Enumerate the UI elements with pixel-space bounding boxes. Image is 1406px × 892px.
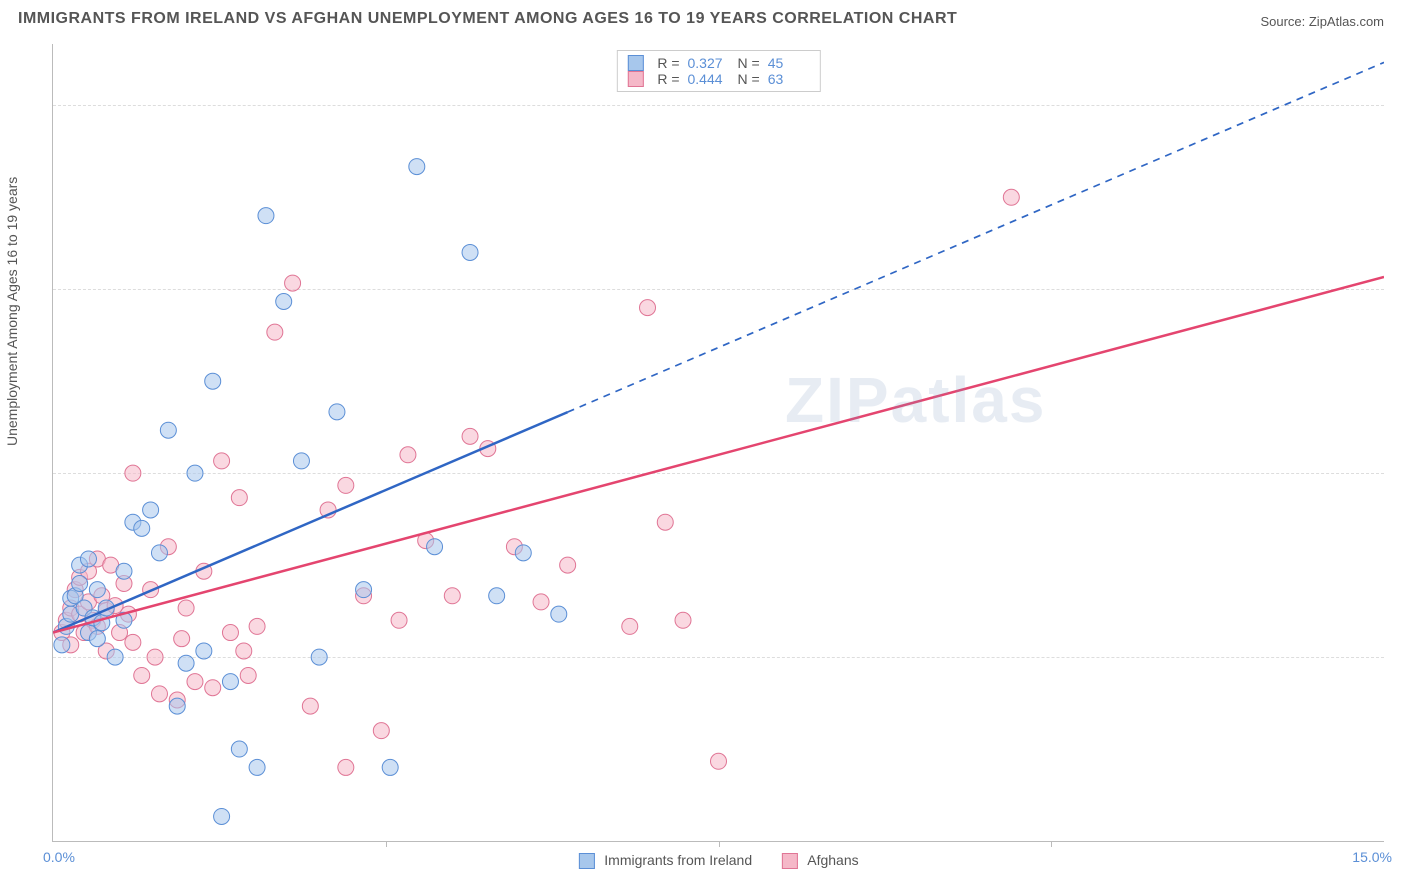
data-point	[151, 686, 167, 702]
chart-plot-area: ZIPatlas 15.0%30.0%45.0%60.0% 0.0% 15.0%…	[52, 44, 1384, 842]
data-point	[258, 208, 274, 224]
data-point	[329, 404, 345, 420]
r-label: R =	[657, 71, 679, 87]
n-value-afghans: 63	[768, 71, 810, 87]
data-point	[80, 551, 96, 567]
data-point	[134, 520, 150, 536]
regression-line-dashed	[568, 62, 1384, 412]
data-point	[134, 667, 150, 683]
data-point	[657, 514, 673, 530]
n-value-ireland: 45	[768, 55, 810, 71]
data-point	[338, 477, 354, 493]
data-point	[205, 373, 221, 389]
stats-legend: R = 0.327 N = 45 R = 0.444 N = 63	[616, 50, 820, 92]
data-point	[267, 324, 283, 340]
x-axis-end-label: 15.0%	[1352, 849, 1392, 865]
y-axis-label: Unemployment Among Ages 16 to 19 years	[4, 177, 20, 446]
data-point	[143, 502, 159, 518]
data-point	[356, 582, 372, 598]
data-point	[409, 159, 425, 175]
data-point	[174, 631, 190, 647]
n-label: N =	[738, 71, 760, 87]
r-label: R =	[657, 55, 679, 71]
data-point	[231, 490, 247, 506]
data-point	[293, 453, 309, 469]
data-point	[1003, 189, 1019, 205]
data-point	[236, 643, 252, 659]
data-point	[151, 545, 167, 561]
data-point	[515, 545, 531, 561]
data-point	[462, 428, 478, 444]
data-point	[89, 631, 105, 647]
data-point	[178, 655, 194, 671]
data-point	[222, 674, 238, 690]
scatter-svg	[53, 44, 1384, 841]
r-value-afghans: 0.444	[688, 71, 730, 87]
data-point	[178, 600, 194, 616]
legend-swatch-afghans	[782, 853, 798, 869]
data-point	[160, 422, 176, 438]
data-point	[391, 612, 407, 628]
data-point	[622, 618, 638, 634]
data-point	[205, 680, 221, 696]
data-point	[125, 634, 141, 650]
data-point	[147, 649, 163, 665]
data-point	[276, 293, 292, 309]
data-point	[187, 674, 203, 690]
data-point	[214, 808, 230, 824]
regression-line-solid	[53, 277, 1384, 633]
data-point	[533, 594, 549, 610]
stats-row-afghans: R = 0.444 N = 63	[627, 71, 809, 87]
data-point	[107, 649, 123, 665]
legend-item-ireland: Immigrants from Ireland	[578, 852, 752, 869]
bottom-legend: Immigrants from Ireland Afghans	[578, 852, 858, 869]
data-point	[72, 576, 88, 592]
data-point	[169, 698, 185, 714]
r-value-ireland: 0.327	[688, 55, 730, 71]
legend-item-afghans: Afghans	[782, 852, 859, 869]
data-point	[338, 759, 354, 775]
n-label: N =	[738, 55, 760, 71]
stats-swatch-ireland	[627, 55, 643, 71]
legend-label-ireland: Immigrants from Ireland	[604, 852, 752, 868]
data-point	[240, 667, 256, 683]
chart-title: IMMIGRANTS FROM IRELAND VS AFGHAN UNEMPL…	[18, 10, 957, 28]
data-point	[400, 447, 416, 463]
data-point	[249, 618, 265, 634]
data-point	[89, 582, 105, 598]
data-point	[489, 588, 505, 604]
data-point	[711, 753, 727, 769]
source-attribution: Source: ZipAtlas.com	[1260, 14, 1384, 29]
data-point	[560, 557, 576, 573]
data-point	[427, 539, 443, 555]
data-point	[373, 723, 389, 739]
data-point	[214, 453, 230, 469]
data-point	[54, 637, 70, 653]
data-point	[444, 588, 460, 604]
stats-row-ireland: R = 0.327 N = 45	[627, 55, 809, 71]
data-point	[311, 649, 327, 665]
legend-swatch-ireland	[578, 853, 594, 869]
data-point	[222, 625, 238, 641]
data-point	[302, 698, 318, 714]
data-point	[462, 244, 478, 260]
x-axis-start-label: 0.0%	[43, 849, 75, 865]
data-point	[640, 300, 656, 316]
data-point	[382, 759, 398, 775]
legend-label-afghans: Afghans	[807, 852, 858, 868]
data-point	[551, 606, 567, 622]
data-point	[675, 612, 691, 628]
data-point	[125, 465, 141, 481]
data-point	[196, 643, 212, 659]
data-point	[116, 563, 132, 579]
data-point	[285, 275, 301, 291]
data-point	[249, 759, 265, 775]
data-point	[187, 465, 203, 481]
data-point	[231, 741, 247, 757]
stats-swatch-afghans	[627, 71, 643, 87]
